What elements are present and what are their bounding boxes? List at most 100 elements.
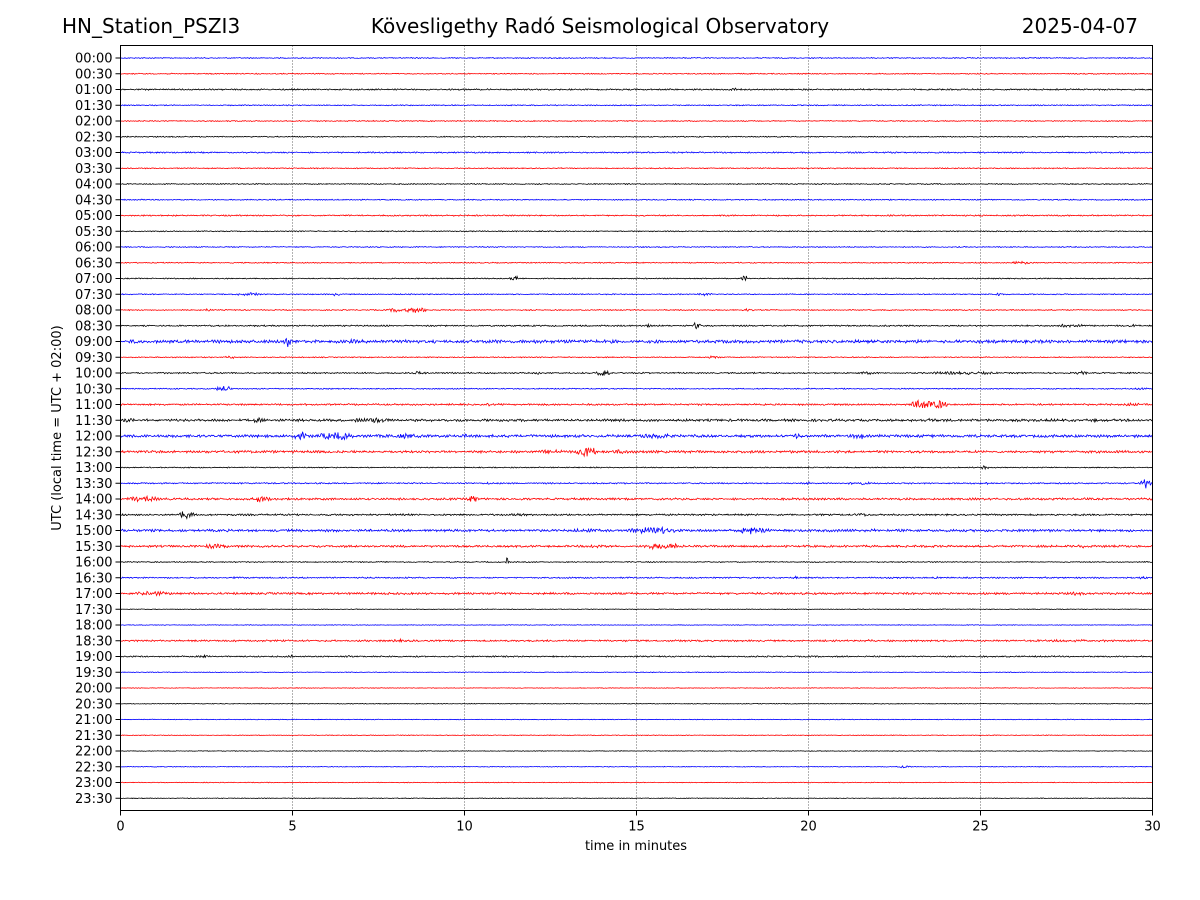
trace-0000: [120, 56, 1153, 60]
trace-1830: [120, 637, 1153, 643]
y-tick-label: 22:30: [75, 760, 112, 775]
trace-1200: [120, 431, 1153, 441]
station-name: HN_Station_PSZI3: [62, 14, 241, 38]
trace-1100: [120, 399, 1153, 409]
trace-1400: [120, 494, 1153, 503]
y-tick-label: 23:00: [75, 776, 112, 791]
y-tick-label: 17:30: [75, 603, 112, 618]
trace-2330: [120, 797, 1153, 800]
y-tick-label: 03:00: [75, 146, 112, 161]
x-tick-label: 20: [800, 820, 817, 835]
y-tick-label: 12:00: [75, 430, 112, 445]
trace-1430: [120, 511, 1153, 520]
grid-layer: [292, 45, 981, 811]
trace-1730: [120, 608, 1153, 611]
y-tick-label: 11:00: [75, 398, 112, 413]
y-tick-label: 08:00: [75, 304, 112, 319]
trace-1900: [120, 653, 1153, 659]
trace-2300: [120, 781, 1153, 784]
record-date: 2025-04-07: [1021, 14, 1138, 38]
y-tick-label: 21:30: [75, 729, 112, 744]
y-tick-label: 00:00: [75, 52, 112, 67]
y-tick-label: 04:30: [75, 193, 112, 208]
y-tick-label: 17:00: [75, 587, 112, 602]
trace-2200: [120, 750, 1153, 752]
trace-0530: [120, 230, 1153, 233]
trace-1330: [120, 479, 1153, 489]
x-axis: 0 5 10 15 20 25 30: [116, 810, 1161, 835]
trace-1300: [120, 465, 1153, 471]
trace-0730: [120, 291, 1153, 297]
y-tick-label: 20:30: [75, 697, 112, 712]
trace-0700: [120, 275, 1153, 282]
y-tick-label: 18:00: [75, 619, 112, 634]
y-tick-label: 13:30: [75, 477, 112, 492]
y-tick-label: 19:30: [75, 666, 112, 681]
y-tick-label: 18:30: [75, 634, 112, 649]
trace-0930: [120, 355, 1153, 360]
trace-0630: [120, 260, 1153, 265]
y-tick-label: 03:30: [75, 162, 112, 177]
y-tick-label: 21:00: [75, 713, 112, 728]
y-tick-label: 04:00: [75, 178, 112, 193]
trace-0900: [120, 337, 1153, 348]
trace-1800: [120, 624, 1153, 626]
x-axis-label: time in minutes: [585, 839, 687, 854]
trace-0100: [120, 87, 1153, 92]
trace-0130: [120, 104, 1153, 107]
y-tick-label: 20:00: [75, 682, 112, 697]
trace-1630: [120, 575, 1153, 580]
trace-1530: [120, 542, 1153, 551]
y-tick-label: 01:00: [75, 83, 112, 98]
trace-1600: [120, 557, 1153, 564]
trace-1230: [120, 447, 1153, 458]
trace-0300: [120, 151, 1153, 154]
trace-0330: [120, 167, 1153, 170]
y-tick-label: 02:30: [75, 130, 112, 145]
trace-2230: [120, 765, 1153, 769]
trace-1000: [120, 369, 1153, 377]
trace-layer: [120, 56, 1153, 800]
trace-0800: [120, 307, 1153, 313]
x-tick-label: 5: [288, 820, 296, 835]
chart-title: Kövesligethy Radó Seismological Observat…: [370, 14, 830, 38]
y-tick-label: 05:00: [75, 209, 112, 224]
y-tick-label: 09:00: [75, 335, 112, 350]
y-axis-label: UTC (local time = UTC + 02:00): [50, 325, 65, 530]
y-tick-label: 14:00: [75, 493, 112, 508]
trace-0200: [120, 119, 1153, 123]
trace-0400: [120, 182, 1153, 186]
trace-1700: [120, 590, 1153, 597]
x-tick-label: 15: [628, 820, 645, 835]
y-tick-label: 11:30: [75, 414, 112, 429]
x-tick-label: 25: [972, 820, 989, 835]
trace-0030: [120, 72, 1153, 75]
y-tick-label: 10:00: [75, 367, 112, 382]
y-tick-label: 05:30: [75, 225, 112, 240]
y-tick-label: 13:00: [75, 461, 112, 476]
y-tick-label: 02:00: [75, 115, 112, 130]
y-tick-label: 19:00: [75, 650, 112, 665]
y-tick-label: 12:30: [75, 445, 112, 460]
x-tick-label: 30: [1144, 820, 1161, 835]
y-tick-label: 00:30: [75, 67, 112, 82]
y-tick-label: 16:00: [75, 556, 112, 571]
y-tick-label: 08:30: [75, 319, 112, 334]
y-tick-label: 07:30: [75, 288, 112, 303]
trace-1130: [120, 416, 1153, 424]
y-tick-label: 23:30: [75, 792, 112, 807]
trace-0600: [120, 245, 1153, 249]
y-tick-label: 22:00: [75, 745, 112, 760]
y-tick-label: 06:30: [75, 256, 112, 271]
y-tick-label: 16:30: [75, 571, 112, 586]
y-axis: 00:0000:3001:0001:3002:0002:3003:0003:30…: [75, 52, 121, 807]
y-tick-label: 15:00: [75, 524, 112, 539]
trace-0230: [120, 135, 1153, 138]
trace-2030: [120, 702, 1153, 705]
trace-1030: [120, 385, 1153, 392]
y-tick-label: 06:00: [75, 241, 112, 256]
x-tick-label: 10: [456, 820, 473, 835]
y-tick-label: 01:30: [75, 99, 112, 114]
